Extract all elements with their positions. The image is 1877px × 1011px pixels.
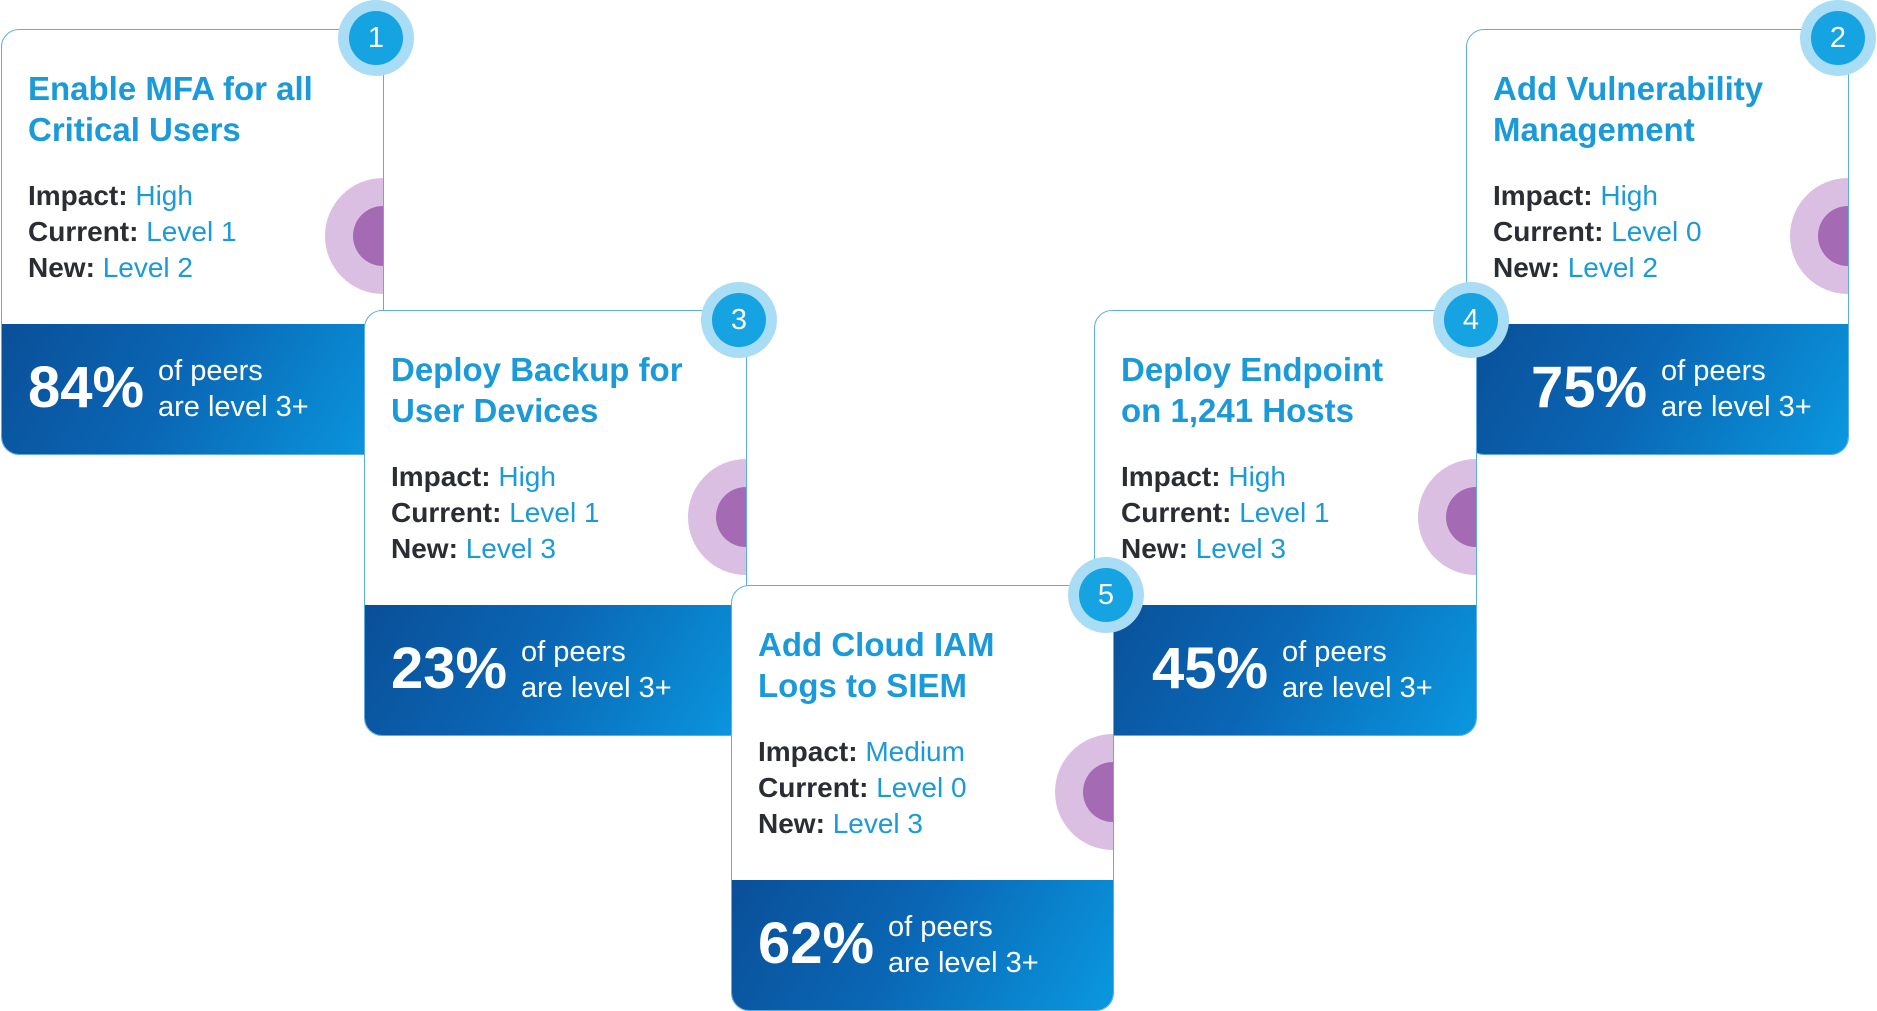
target-circle-icon — [1418, 459, 1476, 575]
step-number: 4 — [1444, 293, 1498, 347]
current-label: Current: — [391, 497, 502, 528]
peer-percentage: 23% — [391, 636, 508, 701]
new-label: New: — [758, 808, 825, 839]
impact-label: Impact: — [28, 180, 128, 211]
new-row: New: Level 3 — [1121, 531, 1330, 567]
impact-label: Impact: — [1121, 461, 1221, 492]
card-title: Add Cloud IAM Logs to SIEM — [758, 626, 995, 704]
step-number: 3 — [712, 293, 766, 347]
target-circle-icon — [688, 459, 746, 575]
target-circle-icon — [1790, 178, 1848, 294]
new-row: New: Level 3 — [391, 531, 600, 567]
card-title: Deploy Backup for User Devices — [391, 351, 683, 429]
recommendation-card-2: Add Vulnerability Management Impact: High… — [1466, 29, 1849, 455]
target-circle-icon — [1055, 734, 1113, 850]
impact-row: Impact: High — [28, 178, 237, 214]
current-value: Level 1 — [1239, 497, 1330, 528]
peer-stat-banner: 45% of peers are level 3+ — [1095, 605, 1476, 735]
impact-value: Medium — [865, 736, 965, 767]
card-details: Impact: Medium Current: Level 0 New: Lev… — [758, 734, 967, 842]
new-row: New: Level 2 — [28, 250, 237, 286]
step-number: 2 — [1811, 11, 1865, 65]
new-value: Level 2 — [102, 252, 193, 283]
new-value: Level 3 — [1195, 533, 1286, 564]
current-row: Current: Level 1 — [391, 495, 600, 531]
impact-value: High — [498, 461, 556, 492]
recommendation-card-5: Add Cloud IAM Logs to SIEM Impact: Medium… — [731, 585, 1114, 1011]
step-number: 1 — [349, 11, 403, 65]
new-label: New: — [391, 533, 458, 564]
peer-caption: of peers are level 3+ — [521, 636, 672, 704]
current-row: Current: Level 1 — [28, 214, 237, 250]
new-row: New: Level 2 — [1493, 250, 1702, 286]
peer-caption: of peers are level 3+ — [1661, 355, 1812, 423]
card-details: Impact: High Current: Level 1 New: Level… — [1121, 459, 1330, 567]
current-value: Level 1 — [146, 216, 237, 247]
impact-value: High — [135, 180, 193, 211]
current-label: Current: — [758, 772, 869, 803]
new-value: Level 3 — [832, 808, 923, 839]
card-title: Enable MFA for all Critical Users — [28, 70, 313, 148]
step-badge-5: 5 — [1068, 557, 1144, 633]
impact-row: Impact: High — [391, 459, 600, 495]
new-value: Level 2 — [1567, 252, 1658, 283]
new-row: New: Level 3 — [758, 806, 967, 842]
peer-caption: of peers are level 3+ — [1282, 636, 1433, 704]
impact-label: Impact: — [758, 736, 858, 767]
recommendation-card-4: Deploy Endpoint on 1,241 Hosts Impact: Hi… — [1094, 310, 1477, 736]
step-badge-1: 1 — [338, 0, 414, 76]
new-value: Level 3 — [465, 533, 556, 564]
current-label: Current: — [1121, 497, 1232, 528]
impact-row: Impact: High — [1493, 178, 1702, 214]
step-badge-4: 4 — [1433, 282, 1509, 358]
card-details: Impact: High Current: Level 0 New: Level… — [1493, 178, 1702, 286]
impact-row: Impact: High — [1121, 459, 1330, 495]
card-details: Impact: High Current: Level 1 New: Level… — [391, 459, 600, 567]
impact-row: Impact: Medium — [758, 734, 967, 770]
current-row: Current: Level 0 — [758, 770, 967, 806]
peer-percentage: 84% — [28, 355, 145, 420]
impact-value: High — [1600, 180, 1658, 211]
current-label: Current: — [1493, 216, 1604, 247]
peer-stat-banner: 84% of peers are level 3+ — [2, 324, 383, 454]
peer-caption: of peers are level 3+ — [158, 355, 309, 423]
new-label: New: — [1493, 252, 1560, 283]
current-row: Current: Level 1 — [1121, 495, 1330, 531]
new-label: New: — [1121, 533, 1188, 564]
current-label: Current: — [28, 216, 139, 247]
current-row: Current: Level 0 — [1493, 214, 1702, 250]
current-value: Level 0 — [1611, 216, 1702, 247]
peer-caption: of peers are level 3+ — [888, 911, 1039, 979]
impact-value: High — [1228, 461, 1286, 492]
card-title: Add Vulnerability Management — [1493, 70, 1764, 148]
peer-stat-banner: 75% of peers are level 3+ — [1467, 324, 1848, 454]
card-details: Impact: High Current: Level 1 New: Level… — [28, 178, 237, 286]
step-badge-3: 3 — [701, 282, 777, 358]
current-value: Level 1 — [509, 497, 600, 528]
new-label: New: — [28, 252, 95, 283]
step-badge-2: 2 — [1800, 0, 1876, 76]
peer-stat-banner: 62% of peers are level 3+ — [732, 880, 1113, 1010]
peer-percentage: 75% — [1531, 355, 1648, 420]
peer-percentage: 62% — [758, 911, 875, 976]
impact-label: Impact: — [1493, 180, 1593, 211]
step-number: 5 — [1079, 568, 1133, 622]
current-value: Level 0 — [876, 772, 967, 803]
card-title: Deploy Endpoint on 1,241 Hosts — [1121, 351, 1384, 429]
target-circle-icon — [325, 178, 383, 294]
recommendation-card-3: Deploy Backup for User Devices Impact: Hi… — [364, 310, 747, 736]
impact-label: Impact: — [391, 461, 491, 492]
peer-stat-banner: 23% of peers are level 3+ — [365, 605, 746, 735]
peer-percentage: 45% — [1152, 636, 1269, 701]
recommendation-card-1: Enable MFA for all Critical Users Impact:… — [1, 29, 384, 455]
